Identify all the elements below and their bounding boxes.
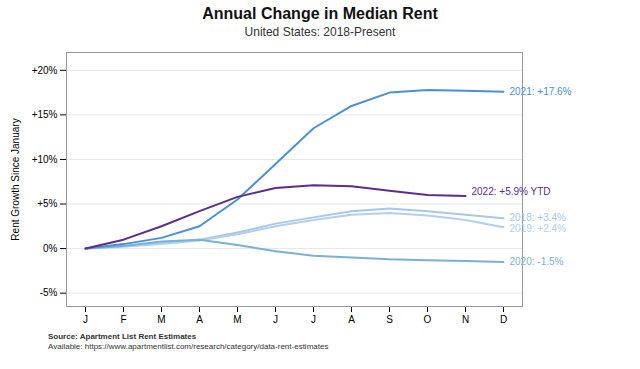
- html-text:Source: Apartment List Rent Es: Source: Apartment List Rent Estimates: [48, 332, 197, 341]
- svg-text:2022: +5.9% YTD: 2022: +5.9% YTD: [472, 186, 551, 197]
- html-text:United States: 2018-Present: United States: 2018-Present: [244, 25, 396, 39]
- svg-text:-5%: -5%: [40, 287, 58, 298]
- svg-text:J: J: [311, 314, 316, 325]
- svg-text:M: M: [233, 314, 241, 325]
- svg-text:D: D: [500, 314, 507, 325]
- svg-text:2018: +3.4%: 2018: +3.4%: [510, 212, 567, 223]
- svg-text:0%: 0%: [43, 243, 58, 254]
- svg-text:2020: -1.5%: 2020: -1.5%: [510, 256, 564, 267]
- svg-text:+20%: +20%: [32, 65, 58, 76]
- svg-text:2019: +2.4%: 2019: +2.4%: [510, 223, 567, 234]
- svg-text:J: J: [83, 314, 88, 325]
- svg-text:+15%: +15%: [32, 109, 58, 120]
- svg-text:A: A: [196, 314, 203, 325]
- html-text:Annual Change in Median Rent: Annual Change in Median Rent: [202, 5, 438, 22]
- svg-text:O: O: [424, 314, 432, 325]
- svg-text:Rent Growth Since January: Rent Growth Since January: [10, 118, 21, 240]
- svg-text:J: J: [273, 314, 278, 325]
- svg-text:2021: +17.6%: 2021: +17.6%: [510, 86, 572, 97]
- svg-text:+10%: +10%: [32, 154, 58, 165]
- svg-text:F: F: [120, 314, 126, 325]
- svg-text:M: M: [157, 314, 165, 325]
- svg-text:A: A: [348, 314, 355, 325]
- svg-text:+5%: +5%: [37, 198, 57, 209]
- html-text:Available: https://www.apartme: Available: https://www.apartmentlist.com…: [48, 342, 329, 351]
- svg-text:S: S: [386, 314, 393, 325]
- svg-text:N: N: [462, 314, 469, 325]
